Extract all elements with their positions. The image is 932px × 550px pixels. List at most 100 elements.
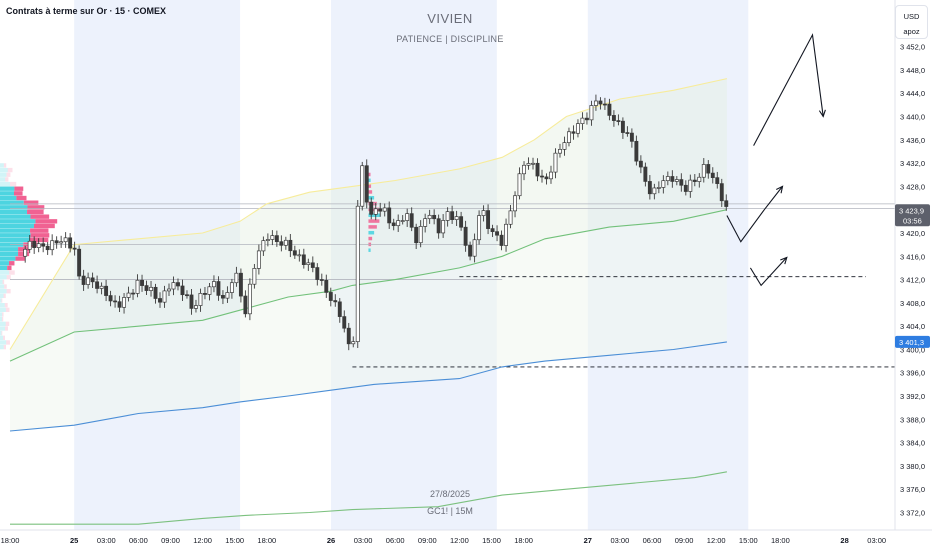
profile-bar-buy: [0, 233, 31, 238]
profile-bar-sell: [23, 200, 39, 205]
candle-body: [149, 286, 153, 291]
session-profile-bar: [368, 213, 381, 217]
y-tick-label: 3 440,0: [900, 112, 925, 121]
candle-body: [95, 281, 100, 289]
candle-body: [634, 140, 639, 162]
profile-bar-buy: [0, 298, 2, 303]
candle-body: [297, 254, 302, 257]
candle-body: [337, 301, 342, 317]
candle-body: [638, 160, 643, 168]
candle-body: [441, 220, 446, 234]
profile-bar-sell: [30, 228, 49, 233]
projection-arrow-head: [818, 109, 826, 118]
candle-body: [90, 277, 95, 283]
candle-body: [144, 285, 149, 291]
y-tick-label: 3 388,0: [900, 415, 925, 424]
candle-body: [292, 250, 297, 256]
profile-bar-sell: [9, 270, 15, 275]
candle-body: [652, 187, 657, 195]
profile-bar-buy: [0, 200, 24, 205]
profile-bar-buy: [0, 177, 6, 182]
price-tag-value: 3 401,3: [899, 338, 924, 347]
profile-bar-sell: [1, 298, 3, 303]
session-profile-bar: [368, 219, 380, 223]
profile-bar-buy: [0, 293, 4, 299]
candle-body: [643, 166, 648, 182]
candle-body: [72, 247, 77, 250]
candle-body: [104, 285, 109, 296]
candle-body: [198, 293, 203, 306]
candle-body: [117, 301, 122, 308]
profile-bar-buy: [0, 321, 6, 327]
profile-bar-sell: [27, 205, 45, 210]
candle-body: [333, 300, 338, 303]
y-tick-label: 3 408,0: [900, 299, 925, 308]
candle-body: [679, 179, 684, 186]
candle-body: [427, 214, 432, 220]
watermark-date: 27/8/2025: [429, 489, 471, 499]
candle-body: [265, 239, 270, 241]
candle-body: [450, 211, 455, 220]
candle-body: [315, 267, 320, 280]
candle-body: [131, 292, 135, 295]
profile-bar-buy: [0, 247, 19, 252]
profile-bar-buy: [0, 195, 17, 201]
projection-arrow-path: [726, 186, 783, 243]
session-profile-bar: [368, 248, 371, 252]
candle-body: [63, 237, 68, 243]
profile-bar-buy: [0, 312, 3, 317]
profile-bar-sell: [7, 167, 13, 173]
candle-body: [185, 294, 189, 297]
candle-body: [405, 213, 410, 221]
profile-bar-sell: [2, 312, 4, 317]
profile-bar-sell: [6, 340, 10, 345]
candle-body: [661, 180, 666, 188]
profile-bar-buy: [0, 191, 14, 196]
candle-body: [584, 117, 589, 121]
profile-bar-sell: [5, 321, 10, 327]
candle-body: [625, 132, 630, 134]
y-tick-label: 3 436,0: [900, 136, 925, 145]
candle-body: [517, 173, 522, 197]
profile-bar-buy: [0, 265, 8, 271]
candle-body: [328, 292, 333, 301]
y-tick-label: 3 428,0: [900, 182, 925, 191]
x-tick-label: 15:00: [482, 536, 501, 545]
profile-bar-buy: [0, 251, 19, 257]
candle-body: [391, 222, 396, 227]
profile-bar-sell: [3, 335, 5, 340]
candle-body: [351, 341, 356, 345]
price-tag-countdown: 03:56: [903, 216, 922, 225]
price-tag-box: [895, 335, 930, 348]
candle-body: [59, 241, 64, 244]
candle-body: [553, 152, 558, 173]
x-tick-label: 12:00: [450, 536, 469, 545]
candle-body: [414, 226, 419, 244]
currency-unit-button[interactable]: USD apoz: [895, 5, 928, 39]
candles: [23, 94, 729, 351]
candle-body: [611, 115, 616, 121]
candle-body: [99, 285, 104, 289]
profile-bar-buy: [0, 228, 31, 233]
x-tick-label: 03:00: [97, 536, 116, 545]
candle-body: [463, 226, 468, 246]
profile-bar-sell: [8, 261, 15, 266]
candle-body: [86, 277, 91, 285]
profile-bar-buy: [0, 256, 16, 261]
x-tick-label: 06:00: [643, 536, 662, 545]
profile-bar-sell: [1, 330, 3, 336]
candle-body: [432, 214, 437, 220]
x-tick-label: 18:00: [514, 536, 533, 545]
candle-body: [378, 208, 383, 212]
candle-body: [270, 235, 275, 240]
session-profile-bar: [368, 230, 375, 235]
candle-body: [688, 179, 693, 192]
profile-bar-sell: [4, 303, 8, 308]
y-tick-label: 3 404,0: [900, 322, 925, 331]
candle-body: [247, 283, 252, 315]
candle-body: [211, 281, 216, 288]
candle-body: [238, 272, 243, 297]
candle-body: [670, 176, 675, 182]
projection-arrow-path: [753, 33, 824, 146]
